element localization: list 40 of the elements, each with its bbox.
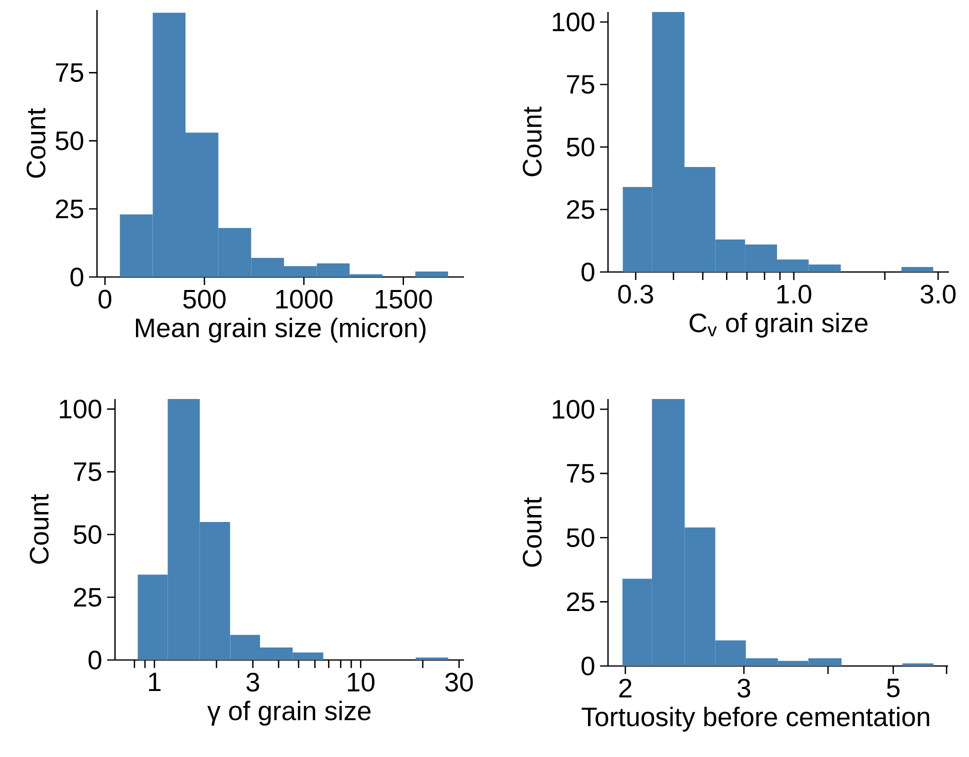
y-axis-title: Count [522,106,542,176]
y-tick-label: 0 [582,262,594,282]
y-tick-label: 100 [60,400,102,418]
y-tick-label: 0 [70,268,84,286]
x-tick-label: 3.0 [920,284,956,304]
y-axis-title: Count [522,497,542,567]
x-axis-title: Tortuosity before cementation [582,706,930,732]
y-tick-label: 100 [552,400,594,419]
x-tick-label: 2 [619,678,632,698]
x-axis-title: Mean grain size (micron) [136,318,426,343]
x-tick-label: 10 [348,672,374,692]
y-tick-label: 0 [88,650,102,670]
x-tick-label: 3 [738,678,750,698]
x-tick-label: 1.0 [777,284,812,304]
y-tick-label: 50 [566,528,594,548]
y-tick-label: 0 [582,656,594,676]
y-tick-label: 25 [56,199,84,218]
y-axis-title: Count [30,494,49,564]
y-tick-label: 75 [74,462,102,482]
y-tick-label: 75 [567,464,594,483]
x-axis-title: γ of grain size [207,700,371,726]
x-tick-label: 1000 [276,290,332,309]
x-tick-label: 1500 [376,290,432,309]
x-tick-label: 0.3 [618,284,654,304]
y-tick-label: 50 [74,525,102,544]
y-tick-label: 50 [566,138,594,156]
x-tick-label: 3 [246,672,260,692]
x-tick-label: 500 [183,290,226,309]
y-tick-label: 50 [56,131,84,150]
y-tick-label: 25 [567,200,594,219]
y-axis-title: Count [26,108,46,178]
x-tick-label: 1 [149,672,161,692]
y-tick-label: 25 [567,592,594,612]
x-axis-title: C$_{v}$ of grain size [690,312,868,338]
y-tick-label: 25 [74,588,102,607]
y-tick-label: 100 [552,12,594,32]
x-tick-label: 5 [886,678,900,698]
y-tick-label: 75 [56,63,84,82]
y-tick-label: 75 [567,75,594,94]
x-tick-label: 30 [445,672,473,692]
